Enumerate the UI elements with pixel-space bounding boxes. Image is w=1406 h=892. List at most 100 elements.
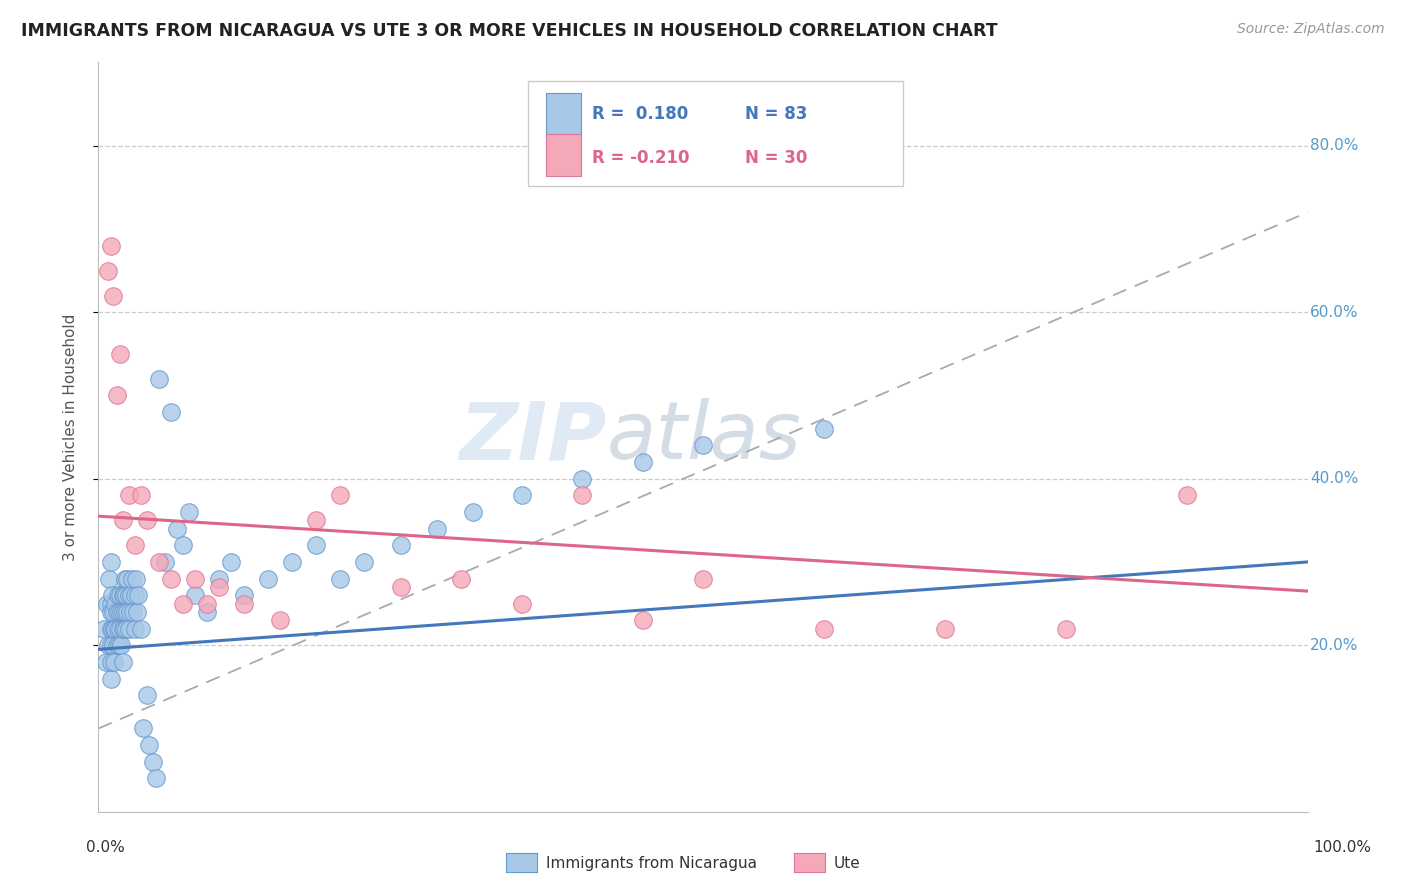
Point bbox=[127, 605, 149, 619]
Point bbox=[105, 638, 128, 652]
Point bbox=[138, 738, 160, 752]
Point bbox=[389, 538, 412, 552]
Point bbox=[305, 538, 328, 552]
Point bbox=[118, 622, 141, 636]
Point bbox=[208, 572, 231, 586]
Point bbox=[100, 655, 122, 669]
Point bbox=[101, 605, 124, 619]
Point bbox=[329, 488, 352, 502]
Point bbox=[305, 513, 328, 527]
Point bbox=[101, 638, 124, 652]
Point bbox=[934, 622, 956, 636]
Point bbox=[813, 622, 835, 636]
Point bbox=[93, 622, 115, 636]
Text: 80.0%: 80.0% bbox=[1310, 138, 1358, 153]
Point bbox=[166, 522, 188, 536]
Point bbox=[692, 572, 714, 586]
Point bbox=[108, 622, 131, 636]
Point bbox=[100, 638, 122, 652]
Point bbox=[100, 605, 122, 619]
Point bbox=[172, 538, 194, 552]
Point bbox=[510, 597, 533, 611]
Point bbox=[94, 655, 117, 669]
Text: R =  0.180: R = 0.180 bbox=[592, 105, 688, 123]
Point bbox=[232, 588, 254, 602]
Point bbox=[108, 588, 131, 602]
Point bbox=[450, 572, 472, 586]
Text: 60.0%: 60.0% bbox=[1310, 305, 1358, 319]
Text: N = 83: N = 83 bbox=[745, 105, 807, 123]
Point bbox=[120, 588, 142, 602]
Point bbox=[107, 588, 129, 602]
Point bbox=[100, 588, 122, 602]
Point bbox=[112, 588, 135, 602]
Point bbox=[1175, 488, 1198, 502]
FancyBboxPatch shape bbox=[527, 81, 903, 186]
Point bbox=[142, 755, 165, 769]
Point bbox=[208, 580, 231, 594]
Point bbox=[100, 622, 122, 636]
Point bbox=[114, 572, 136, 586]
Point bbox=[111, 622, 134, 636]
Point bbox=[813, 422, 835, 436]
Point bbox=[631, 455, 654, 469]
Point bbox=[111, 588, 134, 602]
Point bbox=[108, 638, 131, 652]
Text: R = -0.210: R = -0.210 bbox=[592, 149, 689, 167]
Y-axis label: 3 or more Vehicles in Household: 3 or more Vehicles in Household bbox=[63, 313, 77, 561]
Text: IMMIGRANTS FROM NICARAGUA VS UTE 3 OR MORE VEHICLES IN HOUSEHOLD CORRELATION CHA: IMMIGRANTS FROM NICARAGUA VS UTE 3 OR MO… bbox=[21, 22, 998, 40]
Text: Immigrants from Nicaragua: Immigrants from Nicaragua bbox=[546, 856, 756, 871]
Text: atlas: atlas bbox=[606, 398, 801, 476]
Point bbox=[129, 488, 152, 502]
Point bbox=[463, 505, 485, 519]
Point bbox=[160, 572, 183, 586]
Point bbox=[122, 605, 145, 619]
Point bbox=[104, 597, 127, 611]
Point bbox=[353, 555, 375, 569]
Point bbox=[103, 655, 125, 669]
Point bbox=[148, 555, 170, 569]
Point bbox=[111, 605, 134, 619]
Point bbox=[232, 597, 254, 611]
Point bbox=[426, 522, 449, 536]
Point bbox=[221, 555, 243, 569]
Point bbox=[121, 572, 143, 586]
Point bbox=[172, 597, 194, 611]
Text: 0.0%: 0.0% bbox=[86, 840, 125, 855]
Point bbox=[125, 572, 148, 586]
Point bbox=[112, 622, 135, 636]
Text: Source: ZipAtlas.com: Source: ZipAtlas.com bbox=[1237, 22, 1385, 37]
Point bbox=[118, 488, 141, 502]
Point bbox=[571, 472, 593, 486]
Text: 40.0%: 40.0% bbox=[1310, 471, 1358, 486]
Point bbox=[114, 605, 136, 619]
Point bbox=[135, 688, 157, 702]
Point bbox=[145, 772, 167, 786]
Point bbox=[107, 622, 129, 636]
Point bbox=[135, 513, 157, 527]
Point bbox=[100, 597, 122, 611]
Point bbox=[124, 588, 146, 602]
FancyBboxPatch shape bbox=[546, 93, 581, 135]
FancyBboxPatch shape bbox=[546, 135, 581, 177]
Text: ZIP: ZIP bbox=[458, 398, 606, 476]
Point bbox=[153, 555, 176, 569]
Point bbox=[160, 405, 183, 419]
Point bbox=[108, 347, 131, 361]
Point bbox=[118, 588, 141, 602]
Point bbox=[97, 263, 120, 277]
Text: Ute: Ute bbox=[834, 856, 860, 871]
Point bbox=[103, 622, 125, 636]
Point bbox=[110, 638, 132, 652]
Point bbox=[127, 588, 149, 602]
Point bbox=[97, 638, 120, 652]
Point bbox=[256, 572, 278, 586]
Point bbox=[389, 580, 412, 594]
Point bbox=[184, 588, 207, 602]
Point bbox=[105, 388, 128, 402]
Point bbox=[110, 605, 132, 619]
Point bbox=[195, 605, 218, 619]
Point bbox=[269, 613, 291, 627]
Point bbox=[111, 655, 134, 669]
Point bbox=[1054, 622, 1077, 636]
